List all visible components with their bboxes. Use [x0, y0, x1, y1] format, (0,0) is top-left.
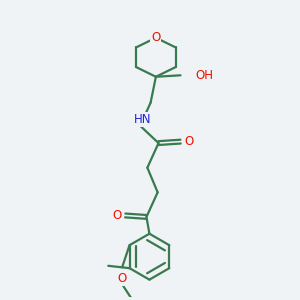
Text: O: O: [118, 272, 127, 285]
Text: O: O: [151, 31, 160, 44]
Text: O: O: [184, 135, 194, 148]
Text: O: O: [112, 209, 122, 222]
Text: HN: HN: [134, 113, 151, 126]
Text: OH: OH: [196, 69, 214, 82]
